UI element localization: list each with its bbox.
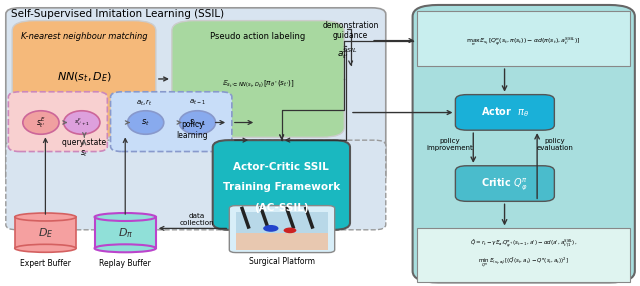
Text: query state
$s_t$: query state $s_t$ bbox=[62, 138, 106, 159]
Text: $s_{t-1}$: $s_{t-1}$ bbox=[189, 117, 206, 128]
Text: Self-Supervised Imitation Learning (SSIL): Self-Supervised Imitation Learning (SSIL… bbox=[11, 9, 224, 19]
FancyBboxPatch shape bbox=[456, 166, 554, 201]
Text: $s^E_{t'}$: $s^E_{t'}$ bbox=[36, 115, 46, 130]
FancyBboxPatch shape bbox=[417, 11, 630, 66]
Text: $D_E$: $D_E$ bbox=[38, 226, 53, 240]
Text: Critic $Q^\pi_\varphi$: Critic $Q^\pi_\varphi$ bbox=[481, 176, 529, 192]
Text: policy
learning: policy learning bbox=[177, 120, 208, 140]
FancyBboxPatch shape bbox=[413, 5, 635, 283]
Bar bbox=[95, 217, 156, 248]
Text: $D_\pi$: $D_\pi$ bbox=[118, 226, 133, 240]
Ellipse shape bbox=[64, 111, 100, 134]
FancyBboxPatch shape bbox=[6, 140, 386, 230]
Text: K-nearest neighbour matching: K-nearest neighbour matching bbox=[20, 32, 147, 41]
FancyBboxPatch shape bbox=[417, 229, 630, 283]
Text: $s^F_{t'+1}$: $s^F_{t'+1}$ bbox=[74, 117, 90, 128]
Ellipse shape bbox=[127, 111, 164, 134]
FancyBboxPatch shape bbox=[8, 92, 108, 152]
Text: $s_t$: $s_t$ bbox=[141, 117, 150, 128]
Text: Surgical Platform: Surgical Platform bbox=[249, 257, 315, 266]
Text: $NN(s_t, D_E)$: $NN(s_t, D_E)$ bbox=[56, 71, 111, 84]
Ellipse shape bbox=[95, 244, 156, 252]
Bar bbox=[236, 233, 328, 250]
Text: $a^{SSIL}_{t'}$: $a^{SSIL}_{t'}$ bbox=[337, 46, 358, 61]
Ellipse shape bbox=[15, 244, 76, 252]
Text: policy
evaluation: policy evaluation bbox=[536, 138, 573, 151]
Text: Training Framework: Training Framework bbox=[223, 182, 340, 192]
FancyBboxPatch shape bbox=[456, 95, 554, 130]
Text: Actor  $\pi_\theta$: Actor $\pi_\theta$ bbox=[481, 106, 529, 120]
Text: policy
improvement: policy improvement bbox=[426, 138, 473, 151]
Bar bbox=[236, 212, 328, 235]
FancyBboxPatch shape bbox=[172, 21, 344, 137]
Text: Replay Buffer: Replay Buffer bbox=[99, 259, 151, 268]
Text: data
collection: data collection bbox=[179, 213, 214, 226]
Text: $a_{t-1}$: $a_{t-1}$ bbox=[189, 98, 206, 107]
Text: Actor-Critic SSIL: Actor-Critic SSIL bbox=[234, 162, 329, 172]
Ellipse shape bbox=[179, 111, 216, 134]
Text: demonstration
guidance: demonstration guidance bbox=[323, 21, 379, 40]
FancyBboxPatch shape bbox=[12, 21, 156, 137]
Text: (AC-SSIL): (AC-SSIL) bbox=[254, 203, 308, 213]
Circle shape bbox=[284, 228, 296, 233]
Ellipse shape bbox=[23, 111, 59, 134]
Ellipse shape bbox=[15, 213, 76, 221]
Text: Pseudo action labeling: Pseudo action labeling bbox=[211, 32, 306, 41]
Bar bbox=[15, 217, 76, 248]
FancyBboxPatch shape bbox=[229, 206, 335, 253]
Text: $\hat{Q} = r_t - \gamma\mathbb{E}_{a'}Q^\pi_{\varphi^+}(s_{t-1},a') - \alpha d(a: $\hat{Q} = r_t - \gamma\mathbb{E}_{a'}Q^… bbox=[470, 237, 577, 249]
Text: Expert Buffer: Expert Buffer bbox=[20, 259, 71, 268]
Text: $a_t, r_t$: $a_t, r_t$ bbox=[136, 98, 153, 108]
Text: $\mathbb{E}_{s_{t'}\subset NN(s_t,D_E)}[\pi_{\theta^*}(s_{t'})]$: $\mathbb{E}_{s_{t'}\subset NN(s_t,D_E)}[… bbox=[222, 78, 294, 89]
Text: $\underset{Q^\pi}{\min}\, \mathbb{E}_{(s_t,a_t)}[(\hat{Q}(s_t,a_t) - Q^\pi(s_t,a: $\underset{Q^\pi}{\min}\, \mathbb{E}_{(s… bbox=[478, 255, 569, 269]
FancyBboxPatch shape bbox=[212, 140, 350, 230]
Circle shape bbox=[263, 225, 278, 232]
FancyBboxPatch shape bbox=[111, 92, 232, 152]
FancyBboxPatch shape bbox=[6, 8, 386, 183]
Ellipse shape bbox=[95, 213, 156, 221]
Text: $\max_{\pi}\mathbb{E}_{s_t}[Q^\pi_\varphi(s_t, \pi(s_t)) - \alpha d(\pi(s_t), a^: $\max_{\pi}\mathbb{E}_{s_t}[Q^\pi_\varph… bbox=[467, 35, 581, 49]
